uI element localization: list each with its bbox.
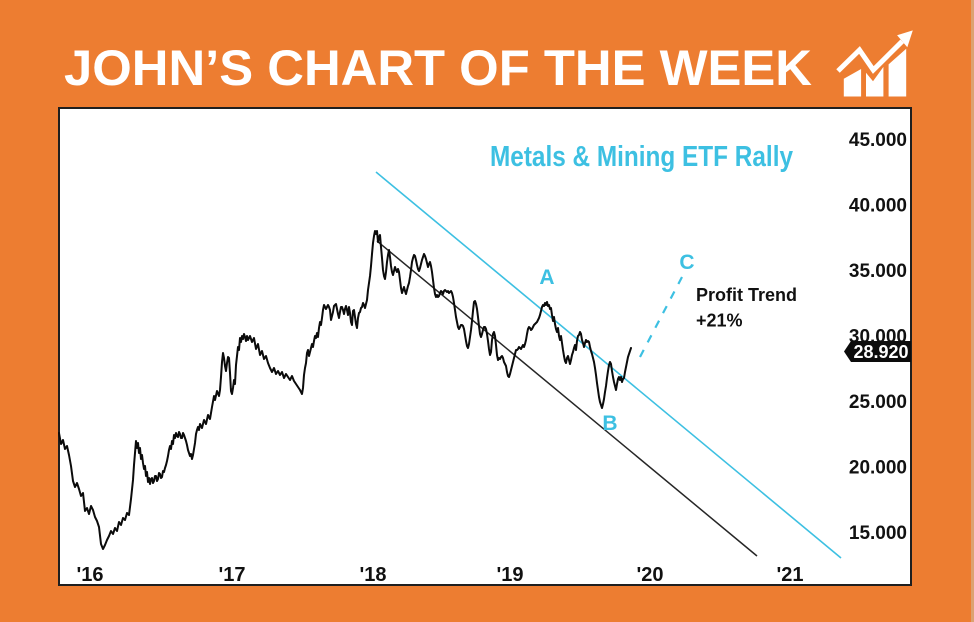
svg-text:B: B bbox=[602, 412, 617, 435]
svg-text:A: A bbox=[539, 266, 554, 289]
svg-text:'19: '19 bbox=[496, 564, 523, 586]
svg-text:15.000: 15.000 bbox=[849, 523, 907, 544]
svg-text:Profit Trend: Profit Trend bbox=[696, 285, 797, 305]
svg-text:35.000: 35.000 bbox=[849, 261, 907, 282]
svg-text:28.920: 28.920 bbox=[853, 342, 908, 362]
svg-text:40.000: 40.000 bbox=[849, 196, 907, 217]
svg-text:+21%: +21% bbox=[696, 311, 743, 331]
svg-text:'21: '21 bbox=[776, 564, 803, 586]
svg-text:'16: '16 bbox=[76, 564, 103, 586]
svg-text:C: C bbox=[679, 251, 694, 274]
svg-text:20.000: 20.000 bbox=[849, 458, 907, 479]
svg-text:'17: '17 bbox=[218, 564, 245, 586]
svg-text:45.000: 45.000 bbox=[849, 130, 907, 151]
svg-text:Metals & Mining ETF Rally: Metals & Mining ETF Rally bbox=[490, 141, 793, 173]
svg-text:'18: '18 bbox=[359, 564, 386, 586]
svg-text:25.000: 25.000 bbox=[849, 392, 907, 413]
svg-text:JOHN’S CHART OF THE WEEK: JOHN’S CHART OF THE WEEK bbox=[64, 40, 812, 96]
svg-text:'20: '20 bbox=[636, 564, 663, 586]
